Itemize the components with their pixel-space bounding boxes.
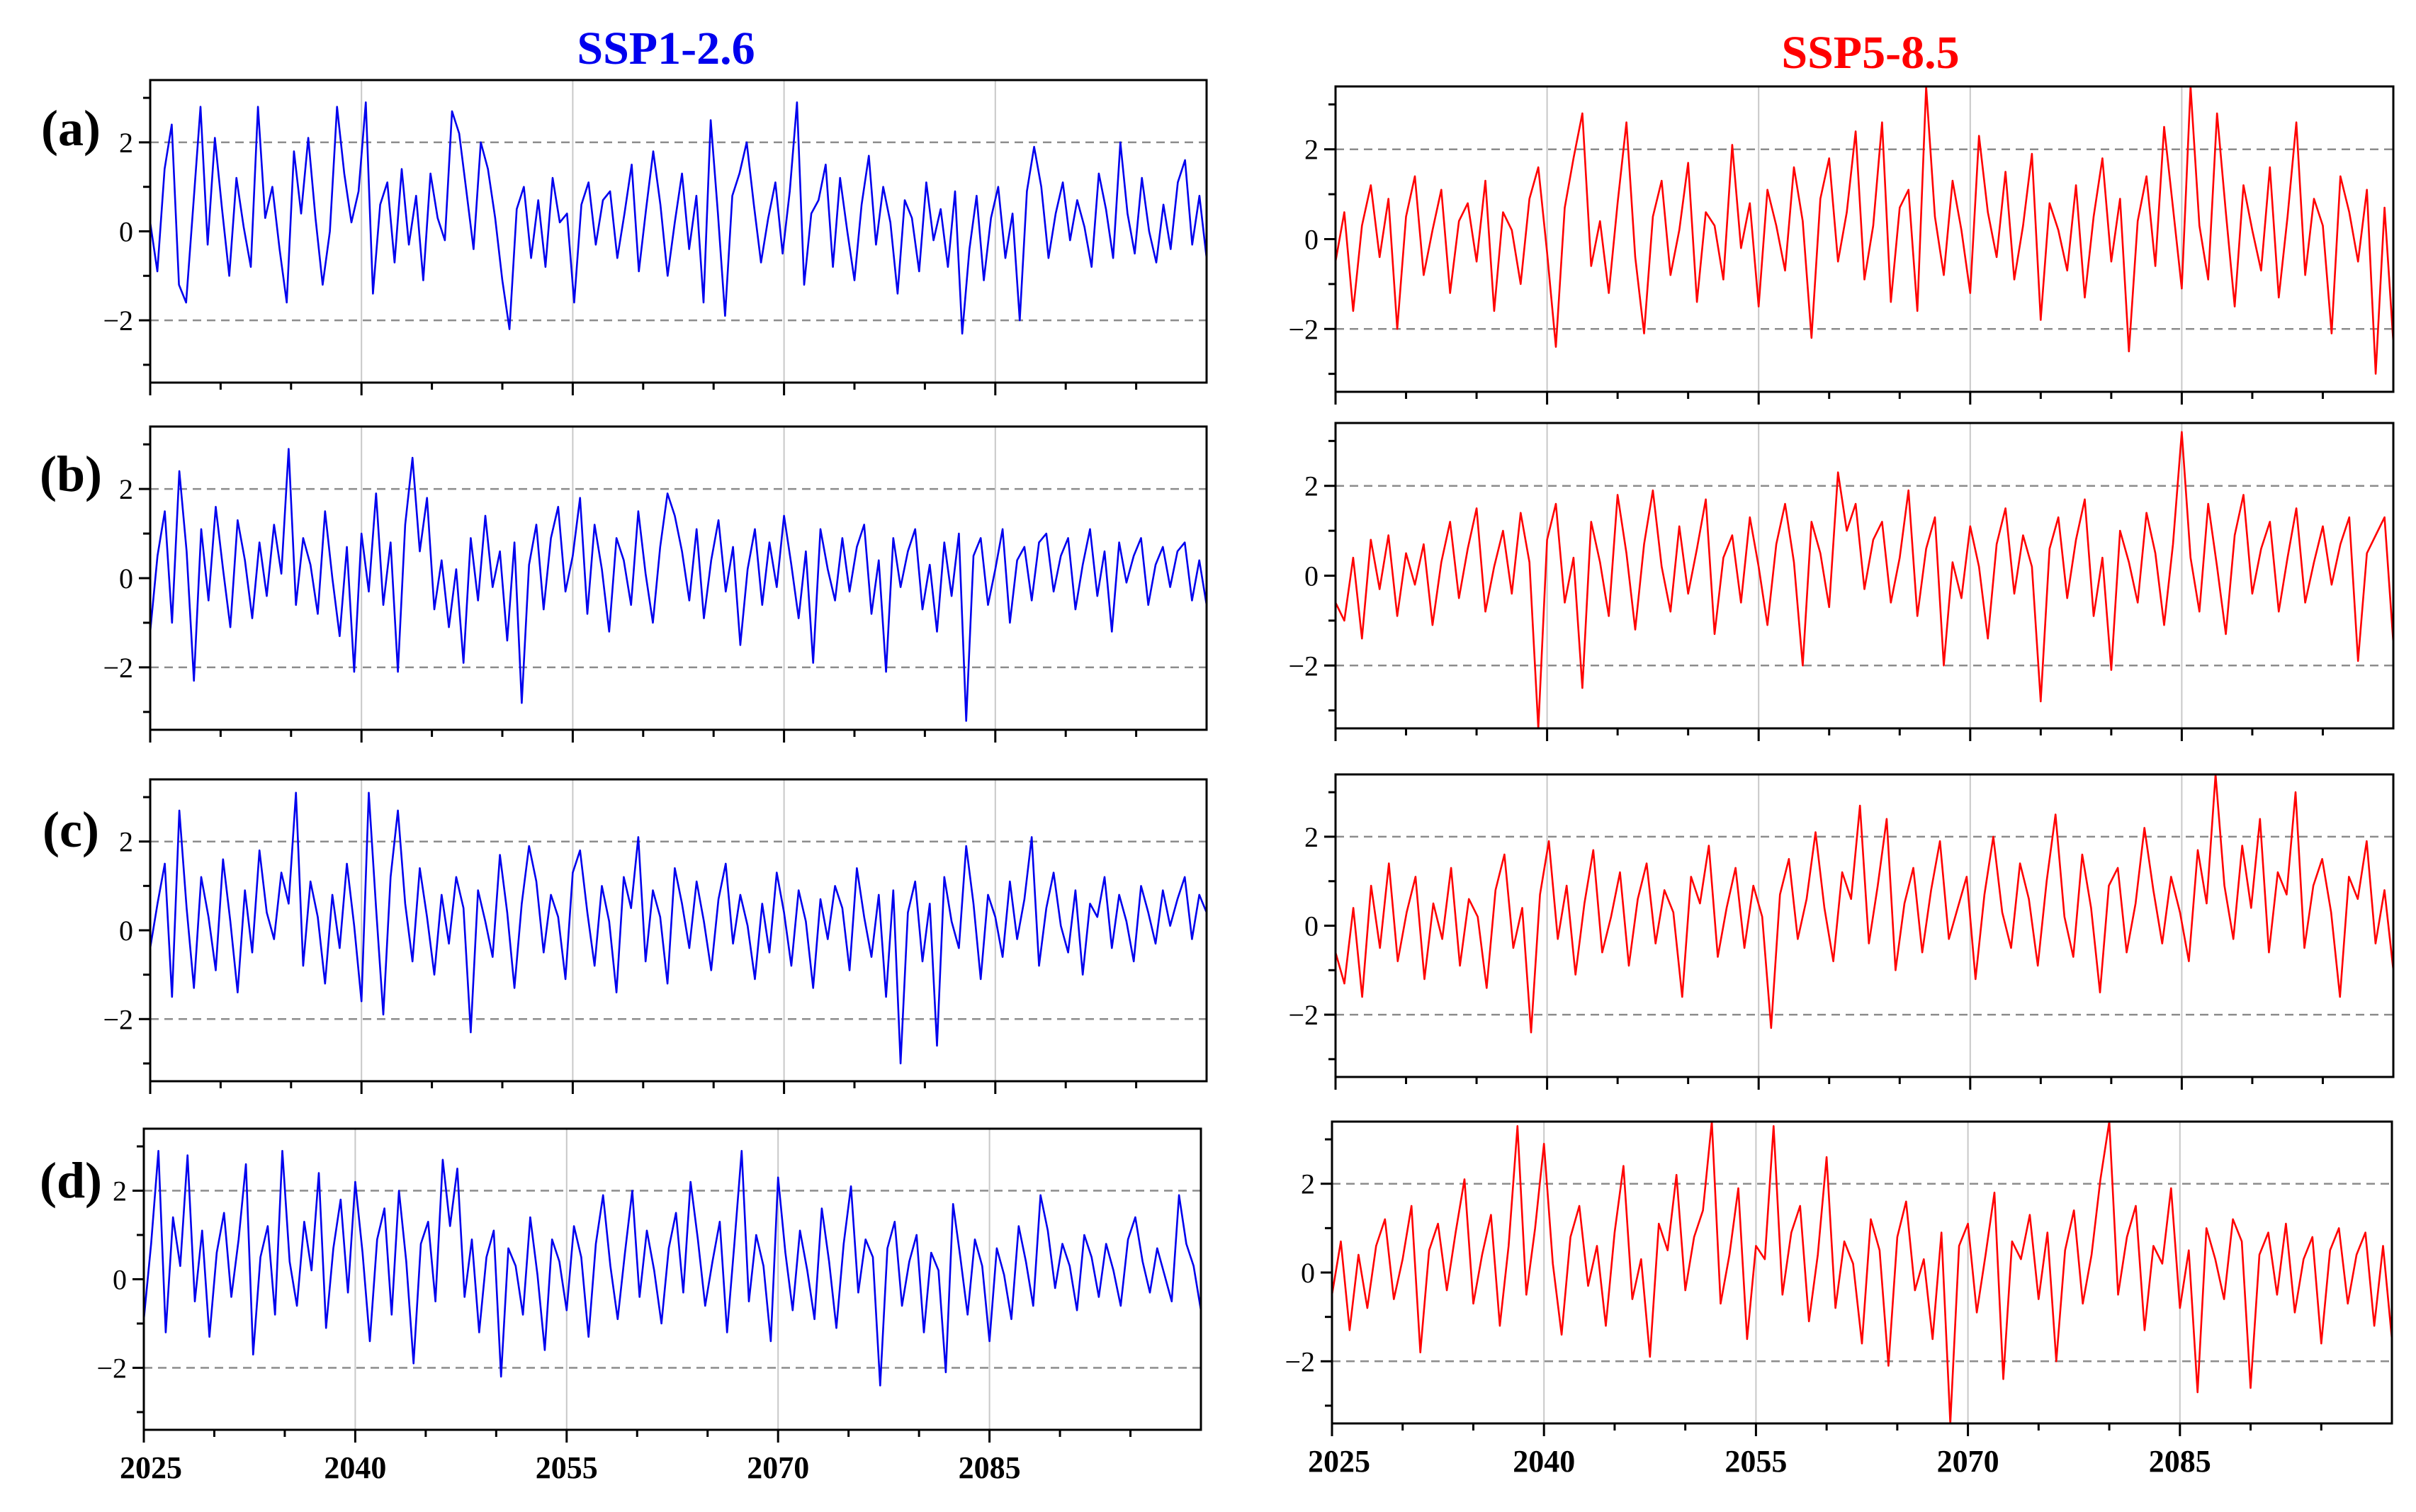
- y-tick-label: 0: [1304, 224, 1319, 256]
- x-tick-label-2025: 2025: [1308, 1444, 1370, 1479]
- x-tick-label-2070: 2070: [1937, 1444, 1999, 1479]
- y-tick-label: −2: [1288, 650, 1319, 682]
- panel-label-d: (d): [40, 1152, 102, 1209]
- y-tick-label: 2: [1304, 470, 1319, 502]
- x-tick-label-2040: 2040: [1513, 1444, 1575, 1479]
- axes-frame: [1334, 85, 2395, 393]
- x-tick-label-2055: 2055: [1724, 1444, 1787, 1479]
- y-tick-label: −2: [103, 652, 133, 684]
- x-tick-label-2055: 2055: [536, 1450, 598, 1485]
- panel-ssp126-a: 2 0 −2 (a): [41, 79, 1208, 395]
- series-line-ssp126-d: [142, 1150, 1202, 1387]
- x-tick-label-2085: 2085: [2149, 1444, 2211, 1479]
- title-ssp5-8-5: SSP5-8.5: [1781, 27, 1959, 79]
- panel-ssp585-b: 2 0 −2: [1288, 422, 2395, 741]
- y-tick-label: 2: [113, 1175, 127, 1207]
- y-tick-label: 2: [1304, 134, 1319, 166]
- y-tick-label: 2: [119, 127, 133, 159]
- panel-ssp585-a: 2 0 −2: [1288, 85, 2395, 405]
- plot-area: 2 0 −2 (a) 2 0 −2 (b) 2 0 −2 (c) 2 0 −2 2025 2040 2055 207…: [40, 79, 2395, 1485]
- y-tick-label: 0: [1301, 1257, 1315, 1289]
- x-tick-label-2085: 2085: [959, 1450, 1021, 1485]
- y-tick-label: 0: [119, 216, 133, 248]
- y-tick-label: 2: [1304, 821, 1319, 853]
- x-tick-label-2040: 2040: [324, 1450, 386, 1485]
- y-tick-label: 0: [1304, 560, 1319, 592]
- series-line-ssp126-b: [149, 448, 1208, 722]
- y-tick-label: −2: [96, 1353, 127, 1384]
- series-line-ssp585-c: [1334, 773, 2395, 1034]
- series-line-ssp126-c: [149, 791, 1208, 1065]
- title-ssp1-2-6: SSP1-2.6: [577, 23, 755, 74]
- axes-frame: [149, 778, 1208, 1083]
- y-tick-label: 2: [119, 473, 133, 505]
- y-tick-label: −2: [1288, 313, 1319, 345]
- panel-ssp126-d: 2 0 −2 2025 2040 2055 2070 2085 (d): [40, 1127, 1202, 1485]
- axes-frame: [1334, 422, 2395, 730]
- axes-frame: [149, 425, 1208, 731]
- y-tick-label: 2: [119, 826, 133, 858]
- series-line-ssp585-a: [1334, 85, 2395, 375]
- series-line-ssp126-a: [149, 101, 1208, 335]
- axes-frame: [142, 1127, 1202, 1431]
- y-tick-label: 2: [1301, 1168, 1315, 1200]
- series-line-ssp585-d: [1331, 1120, 2393, 1425]
- y-tick-label: 0: [113, 1264, 127, 1296]
- series-line-ssp585-b: [1334, 431, 2395, 730]
- panel-label-a: (a): [41, 100, 101, 157]
- y-tick-label: 0: [1304, 910, 1319, 942]
- panel-ssp126-c: 2 0 −2 (c): [43, 778, 1208, 1094]
- panel-label-c: (c): [43, 801, 99, 858]
- panel-ssp126-b: 2 0 −2 (b): [40, 425, 1208, 743]
- y-tick-label: 0: [119, 915, 133, 947]
- y-tick-label: −2: [103, 305, 133, 337]
- panel-ssp585-d: 2 0 −2 2025 2040 2055 2070 2085: [1285, 1120, 2393, 1479]
- axes-frame: [149, 79, 1208, 384]
- y-tick-label: 0: [119, 563, 133, 594]
- y-tick-label: −2: [1288, 999, 1319, 1031]
- y-tick-label: −2: [103, 1003, 133, 1035]
- panel-label-b: (b): [40, 446, 102, 502]
- x-tick-label-2070: 2070: [747, 1450, 809, 1485]
- panel-ssp585-c: 2 0 −2: [1288, 773, 2395, 1090]
- y-tick-label: −2: [1285, 1345, 1315, 1377]
- x-tick-label-2025: 2025: [120, 1450, 182, 1485]
- axes-frame: [1331, 1120, 2393, 1425]
